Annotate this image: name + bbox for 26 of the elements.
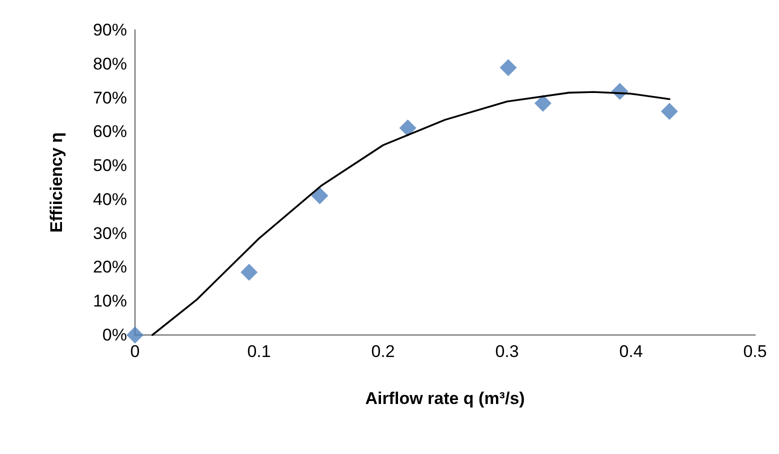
point xyxy=(240,264,258,281)
x-tick-label: 0.1 xyxy=(247,342,271,361)
y-tick-label: 50% xyxy=(92,156,127,176)
point xyxy=(126,326,144,344)
point xyxy=(311,187,328,204)
x-axis-title: Airflow rate q (m³/s) xyxy=(365,389,525,408)
y-tick-label: 20% xyxy=(92,258,127,277)
y-tick-label: 70% xyxy=(92,88,127,108)
x-tick-label: 0.2 xyxy=(371,342,395,361)
y-tick-label: 60% xyxy=(92,122,127,142)
y-axis-title: Effiiciency η xyxy=(47,132,66,233)
point xyxy=(399,119,416,136)
y-tick-label: 40% xyxy=(92,190,127,209)
x-tick-label: 0 xyxy=(130,342,140,361)
x-tick-label: 0.4 xyxy=(619,342,643,361)
x-tick-label: 0.3 xyxy=(495,342,519,361)
y-tick-label: 80% xyxy=(92,54,127,74)
x-tick-label: 0.5 xyxy=(743,342,767,361)
y-tick-label: 10% xyxy=(92,292,127,311)
y-tick-label: 30% xyxy=(92,224,127,243)
y-tick-label: 90% xyxy=(92,20,127,40)
point xyxy=(534,94,552,112)
line-series xyxy=(151,91,670,336)
point xyxy=(500,59,517,76)
point xyxy=(660,102,678,120)
y-tick-label: 0% xyxy=(102,326,127,344)
